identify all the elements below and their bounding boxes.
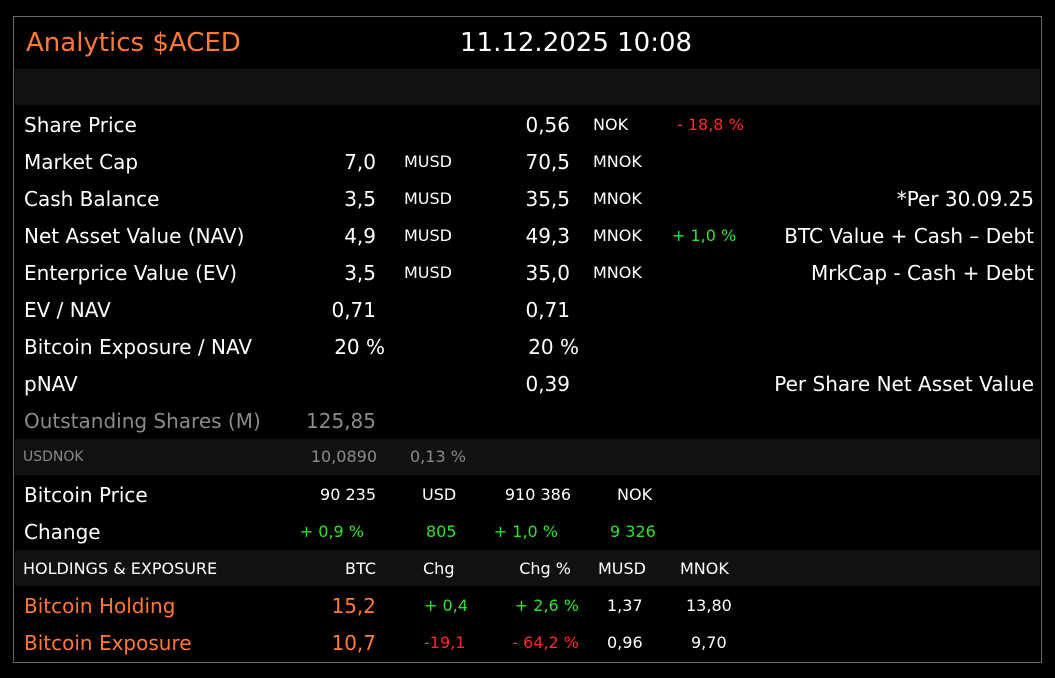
bitcoin-change-usd-pct: + 0,9 % — [299, 522, 364, 541]
pnav-note: Per Share Net Asset Value — [774, 372, 1034, 396]
bitcoin-change-usd: 805 — [426, 522, 457, 541]
market-cap-label: Market Cap — [24, 150, 139, 174]
holdings-title: HOLDINGS & EXPOSURE — [23, 559, 218, 578]
pnav-label: pNAV — [24, 372, 78, 396]
bitcoin-price-usd: 90 235 — [320, 485, 376, 504]
bitcoin-exposure-mnok: 9,70 — [691, 633, 727, 652]
bitcoin-holding-chg: + 0,4 — [424, 596, 468, 615]
holdings-col-chg-pct: Chg % — [519, 559, 571, 578]
ev-unit-nok: MNOK — [593, 263, 642, 282]
bitcoin-exposure-chg: -19,1 — [424, 633, 466, 652]
share-price-nok: 0,56 — [525, 113, 570, 137]
bitcoin-holding-chg-pct: + 2,6 % — [514, 596, 579, 615]
bitcoin-price-unit-usd: USD — [422, 485, 457, 504]
usdnok-label: USDNOK — [23, 449, 84, 465]
nav-unit-usd: MUSD — [404, 226, 452, 245]
nav-label: Net Asset Value (NAV) — [24, 224, 245, 248]
cash-balance-label: Cash Balance — [24, 187, 160, 211]
ev-label: Enterprice Value (EV) — [24, 261, 238, 285]
outstanding-shares-value: 125,85 — [306, 409, 376, 433]
market-cap-unit-nok: MNOK — [593, 152, 642, 171]
usdnok-band — [15, 439, 1040, 475]
market-cap-unit-usd: MUSD — [404, 152, 452, 171]
market-cap-usd: 7,0 — [344, 150, 376, 174]
bitcoin-price-unit-nok: NOK — [617, 485, 653, 504]
bitcoin-price-label: Bitcoin Price — [24, 483, 148, 507]
outstanding-shares-label: Outstanding Shares (M) — [24, 409, 261, 433]
nav-change: + 1,0 % — [672, 226, 737, 245]
ev-usd: 3,5 — [344, 261, 376, 285]
bitcoin-change-nok: 9 326 — [610, 522, 656, 541]
bitcoin-holding-mnok: 13,80 — [686, 596, 732, 615]
holdings-header-band — [15, 550, 1040, 586]
share-price-unit: NOK — [593, 115, 629, 134]
cash-balance-unit-usd: MUSD — [404, 189, 452, 208]
btc-exposure-nav-nok: 20 % — [528, 335, 579, 359]
ev-nav-nok: 0,71 — [525, 298, 570, 322]
holdings-col-musd: MUSD — [598, 559, 646, 578]
datetime: 11.12.2025 10:08 — [460, 28, 693, 58]
bitcoin-exposure-label: Bitcoin Exposure — [24, 631, 192, 655]
analytics-panel: Analytics $ACED 11.12.2025 10:08 Share P… — [13, 16, 1042, 663]
btc-exposure-nav-label: Bitcoin Exposure / NAV — [24, 335, 253, 359]
nav-note: BTC Value + Cash – Debt — [784, 224, 1034, 248]
nav-nok: 49,3 — [525, 224, 570, 248]
holdings-col-btc: BTC — [345, 559, 376, 578]
usdnok-value: 10,0890 — [310, 447, 377, 466]
header-spacer-band — [15, 69, 1040, 105]
cash-balance-unit-nok: MNOK — [593, 189, 642, 208]
ev-nav-usd: 0,71 — [331, 298, 376, 322]
bitcoin-holding-btc: 15,2 — [331, 594, 376, 618]
share-price-label: Share Price — [24, 113, 137, 137]
bitcoin-holding-musd: 1,37 — [607, 596, 643, 615]
ev-unit-usd: MUSD — [404, 263, 452, 282]
ev-note: MrkCap - Cash + Debt — [811, 261, 1034, 285]
market-cap-nok: 70,5 — [525, 150, 570, 174]
holdings-col-chg: Chg — [423, 559, 455, 578]
bitcoin-price-nok: 910 386 — [504, 485, 571, 504]
cash-balance-usd: 3,5 — [344, 187, 376, 211]
bitcoin-exposure-chg-pct: - 64,2 % — [512, 633, 579, 652]
btc-exposure-nav-usd: 20 % — [334, 335, 385, 359]
cash-balance-nok: 35,5 — [525, 187, 570, 211]
page-title: Analytics $ACED — [26, 28, 241, 58]
usdnok-change: 0,13 % — [410, 447, 466, 466]
nav-unit-nok: MNOK — [593, 226, 642, 245]
bitcoin-exposure-musd: 0,96 — [607, 633, 643, 652]
ev-nav-label: EV / NAV — [24, 298, 111, 322]
share-price-change: - 18,8 % — [677, 115, 744, 134]
bitcoin-change-label: Change — [24, 520, 101, 544]
cash-balance-note: *Per 30.09.25 — [896, 187, 1034, 211]
holdings-col-mnok: MNOK — [680, 559, 729, 578]
bitcoin-exposure-btc: 10,7 — [331, 631, 376, 655]
bitcoin-change-nok-pct: + 1,0 % — [493, 522, 558, 541]
pnav-nok: 0,39 — [525, 372, 570, 396]
bitcoin-holding-label: Bitcoin Holding — [24, 594, 176, 618]
nav-usd: 4,9 — [344, 224, 376, 248]
ev-nok: 35,0 — [525, 261, 570, 285]
